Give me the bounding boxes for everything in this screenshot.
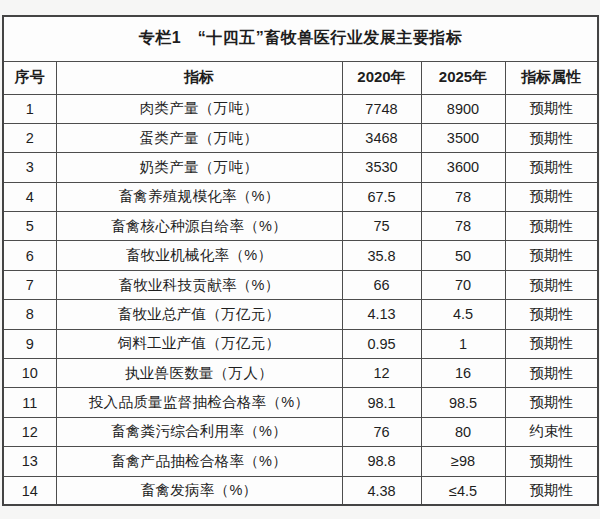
cell-value-2025: 3600: [421, 153, 505, 182]
cell-value-2025: ≤4.5: [421, 476, 505, 505]
cell-attribute: 预期性: [505, 476, 598, 505]
cell-value-2020: 98.1: [342, 388, 421, 417]
cell-serial-number: 10: [3, 359, 56, 388]
cell-value-2020: 4.13: [342, 300, 421, 329]
cell-value-2025: 8900: [421, 94, 505, 123]
cell-serial-number: 5: [3, 212, 56, 241]
cell-indicator-name: 畜禽养殖规模化率（%）: [56, 182, 342, 211]
table-row: 6 畜牧业机械化率（%） 35.8 50 预期性: [3, 241, 598, 270]
cell-indicator-name: 畜牧业机械化率（%）: [56, 241, 342, 270]
cell-indicator-name: 畜禽产品抽检合格率（%）: [56, 447, 342, 476]
table-title-row: 专栏1 “十四五”畜牧兽医行业发展主要指标: [3, 16, 598, 61]
cell-attribute: 预期性: [505, 359, 598, 388]
cell-value-2025: 78: [421, 182, 505, 211]
cell-value-2025: 4.5: [421, 300, 505, 329]
cell-indicator-name: 畜牧业总产值（万亿元）: [56, 300, 342, 329]
page: 专栏1 “十四五”畜牧兽医行业发展主要指标 序号 指标 2020年 2025年 …: [0, 0, 600, 519]
cell-value-2020: 35.8: [342, 241, 421, 270]
cell-value-2025: 70: [421, 270, 505, 299]
table-header-row: 序号 指标 2020年 2025年 指标属性: [3, 61, 598, 94]
cell-value-2025: ≥98: [421, 447, 505, 476]
column-header-2020: 2020年: [342, 61, 421, 94]
column-header-indicator: 指标: [56, 61, 342, 94]
cell-value-2020: 75: [342, 212, 421, 241]
cell-value-2020: 76: [342, 417, 421, 446]
cell-indicator-name: 畜牧业科技贡献率（%）: [56, 270, 342, 299]
table-body: 1 肉类产量（万吨） 7748 8900 预期性 2 蛋类产量（万吨） 3468…: [3, 94, 598, 505]
cell-serial-number: 12: [3, 417, 56, 446]
cell-indicator-name: 畜禽核心种源自给率（%）: [56, 212, 342, 241]
column-header-2025: 2025年: [421, 61, 505, 94]
cell-attribute: 约束性: [505, 417, 598, 446]
table-row: 3 奶类产量（万吨） 3530 3600 预期性: [3, 153, 598, 182]
table-row: 13 畜禽产品抽检合格率（%） 98.8 ≥98 预期性: [3, 447, 598, 476]
cell-value-2025: 16: [421, 359, 505, 388]
table-row: 5 畜禽核心种源自给率（%） 75 78 预期性: [3, 212, 598, 241]
cell-value-2025: 98.5: [421, 388, 505, 417]
cell-indicator-name: 畜禽发病率（%）: [56, 476, 342, 505]
cell-value-2020: 7748: [342, 94, 421, 123]
indicators-table: 专栏1 “十四五”畜牧兽医行业发展主要指标 序号 指标 2020年 2025年 …: [2, 15, 599, 506]
cell-serial-number: 13: [3, 447, 56, 476]
table-row: 14 畜禽发病率（%） 4.38 ≤4.5 预期性: [3, 476, 598, 505]
cell-attribute: 预期性: [505, 447, 598, 476]
cell-value-2020: 12: [342, 359, 421, 388]
cell-value-2025: 80: [421, 417, 505, 446]
cell-attribute: 预期性: [505, 212, 598, 241]
table-row: 1 肉类产量（万吨） 7748 8900 预期性: [3, 94, 598, 123]
cell-attribute: 预期性: [505, 94, 598, 123]
cell-value-2025: 78: [421, 212, 505, 241]
cell-serial-number: 9: [3, 329, 56, 358]
cell-indicator-name: 蛋类产量（万吨）: [56, 123, 342, 152]
cell-indicator-name: 奶类产量（万吨）: [56, 153, 342, 182]
table-row: 11 投入品质量监督抽检合格率（%） 98.1 98.5 预期性: [3, 388, 598, 417]
cell-serial-number: 1: [3, 94, 56, 123]
cell-attribute: 预期性: [505, 388, 598, 417]
cell-serial-number: 6: [3, 241, 56, 270]
table-title: 专栏1 “十四五”畜牧兽医行业发展主要指标: [3, 16, 598, 61]
cell-value-2020: 67.5: [342, 182, 421, 211]
table-row: 10 执业兽医数量（万人） 12 16 预期性: [3, 359, 598, 388]
column-header-serial: 序号: [3, 61, 56, 94]
cell-serial-number: 14: [3, 476, 56, 505]
cell-attribute: 预期性: [505, 300, 598, 329]
cell-value-2020: 4.38: [342, 476, 421, 505]
cell-attribute: 预期性: [505, 123, 598, 152]
cell-attribute: 预期性: [505, 270, 598, 299]
cell-value-2020: 3468: [342, 123, 421, 152]
table-row: 12 畜禽粪污综合利用率（%） 76 80 约束性: [3, 417, 598, 446]
cell-serial-number: 4: [3, 182, 56, 211]
cell-indicator-name: 执业兽医数量（万人）: [56, 359, 342, 388]
table-row: 4 畜禽养殖规模化率（%） 67.5 78 预期性: [3, 182, 598, 211]
cell-attribute: 预期性: [505, 241, 598, 270]
cell-value-2020: 0.95: [342, 329, 421, 358]
cell-value-2025: 3500: [421, 123, 505, 152]
cell-indicator-name: 饲料工业产值（万亿元）: [56, 329, 342, 358]
cell-serial-number: 3: [3, 153, 56, 182]
cell-attribute: 预期性: [505, 153, 598, 182]
cell-indicator-name: 投入品质量监督抽检合格率（%）: [56, 388, 342, 417]
cell-indicator-name: 畜禽粪污综合利用率（%）: [56, 417, 342, 446]
table-row: 8 畜牧业总产值（万亿元） 4.13 4.5 预期性: [3, 300, 598, 329]
cell-indicator-name: 肉类产量（万吨）: [56, 94, 342, 123]
cell-attribute: 预期性: [505, 329, 598, 358]
cell-value-2020: 66: [342, 270, 421, 299]
cell-serial-number: 7: [3, 270, 56, 299]
cell-serial-number: 2: [3, 123, 56, 152]
cell-serial-number: 11: [3, 388, 56, 417]
cell-value-2020: 3530: [342, 153, 421, 182]
column-header-attribute: 指标属性: [505, 61, 598, 94]
cell-value-2020: 98.8: [342, 447, 421, 476]
cell-value-2025: 1: [421, 329, 505, 358]
cell-attribute: 预期性: [505, 182, 598, 211]
cell-value-2025: 50: [421, 241, 505, 270]
table-row: 7 畜牧业科技贡献率（%） 66 70 预期性: [3, 270, 598, 299]
cell-serial-number: 8: [3, 300, 56, 329]
table-row: 9 饲料工业产值（万亿元） 0.95 1 预期性: [3, 329, 598, 358]
table-row: 2 蛋类产量（万吨） 3468 3500 预期性: [3, 123, 598, 152]
